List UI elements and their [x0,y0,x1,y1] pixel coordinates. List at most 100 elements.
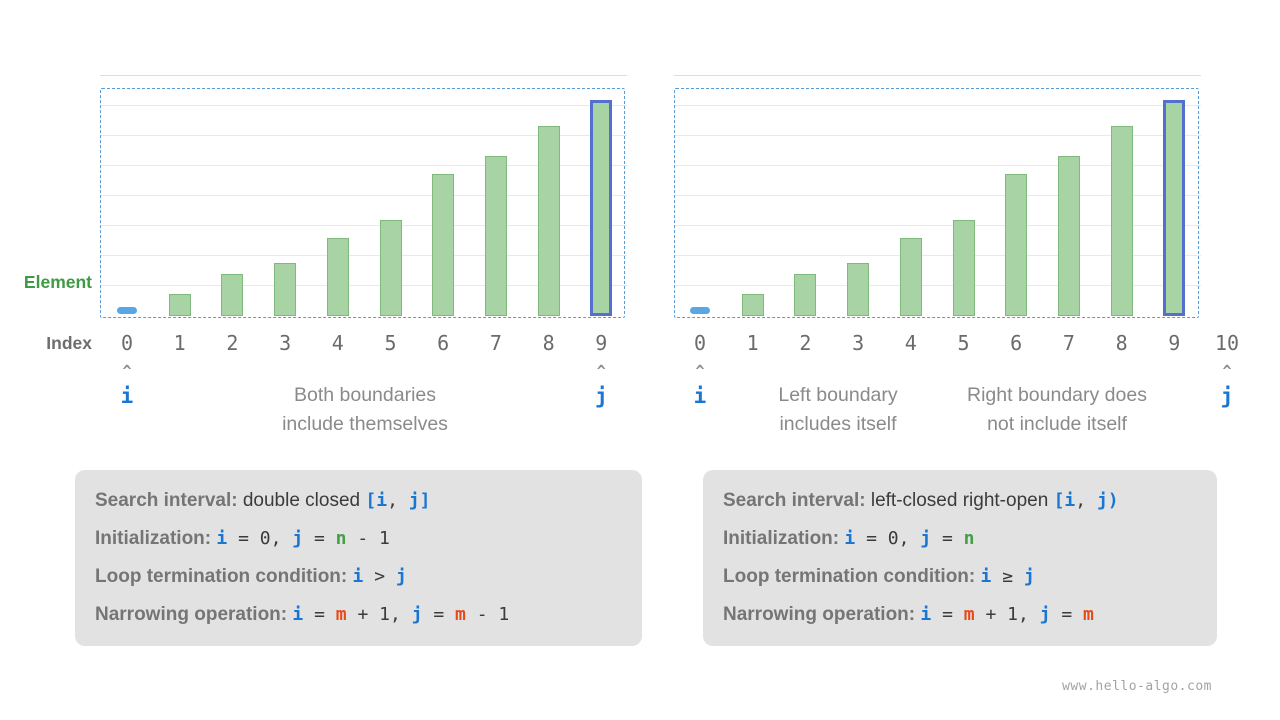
info-box-right: Search interval: left-closed right-open … [703,470,1217,646]
code-token: = [1050,604,1084,625]
code-token: j [408,490,420,511]
gridline [100,75,627,76]
code-token: ] [419,490,431,511]
code-token: m [455,604,466,625]
code-token: 1 [1007,604,1018,625]
code-token: i [216,528,228,549]
element-bar-mini [690,307,710,314]
element-bar-mini [117,307,137,314]
caret-icon: ^ [695,362,705,380]
element-bar [274,263,297,316]
code-token: j [395,566,407,587]
element-bar [221,274,244,316]
element-bar [484,156,507,316]
pointer-label-j: j [594,384,608,408]
element-bar [741,294,764,316]
caption: Left boundary includes itself [778,381,897,439]
code-line: Narrowing operation: i = m + 1, j = m [723,602,1197,628]
index-label: 6 [1010,331,1023,355]
code-token: , [898,528,921,549]
code-token: [ [365,490,377,511]
code-line: Loop termination condition: i > j [95,564,622,590]
code-line: Initialization: i = 0, j = n - 1 [95,526,622,552]
caption-line: Both boundaries [293,384,437,406]
code-token: = [931,604,964,625]
line-label: Loop termination condition: [723,566,981,587]
code-token: i [980,566,992,587]
element-bar [952,220,975,316]
code-token: + [974,604,1008,625]
element-bar [1110,126,1133,316]
gridline [100,285,627,286]
code-token: , [389,604,412,625]
code-token: i [844,528,856,549]
code-token: - [346,528,379,549]
index-label: 4 [331,331,344,355]
code-token: > [363,566,396,587]
caption: Right boundary does not include itself [967,381,1147,439]
index-label: 2 [799,331,812,355]
element-bar-highlighted [1163,100,1186,316]
line-label: Narrowing operation: [95,604,293,625]
code-token: j [411,604,423,625]
watermark: www.hello-algo.com [1062,679,1212,694]
gridline [674,255,1201,256]
index-label: 5 [384,331,397,355]
code-token: 1 [498,604,510,625]
index-label: 4 [904,331,917,355]
code-token: i [292,604,304,625]
index-label: 3 [279,331,292,355]
element-bar [847,263,870,316]
element-bar [326,238,349,316]
index-axis-label: Index [46,333,92,353]
caret-icon: ^ [1222,362,1232,380]
code-token: = [303,528,336,549]
caption: Both boundaries include themselves [282,381,448,439]
element-bar [1005,174,1028,316]
code-token: i [376,490,388,511]
gridline [674,285,1201,286]
index-label: 8 [542,331,555,355]
code-line: Loop termination condition: i ≥ j [723,564,1197,590]
info-box-left: Search interval: double closed [i, j] Ini… [75,470,642,646]
code-token: 1 [379,604,390,625]
code-token: j [1039,604,1051,625]
code-token: ≥ [991,566,1024,587]
code-line: Initialization: i = 0, j = n [723,526,1197,552]
element-bar-highlighted [590,100,613,316]
index-label: 0 [120,331,134,355]
caption-line: Right boundary does [967,384,1147,406]
code-token: 0 [887,528,899,549]
gridline [674,105,1201,106]
code-token: + [346,604,380,625]
index-label: 7 [489,331,502,355]
code-token: m [1083,604,1094,625]
line-label: Search interval: [95,490,243,511]
code-token: j [292,528,304,549]
caret-icon: ^ [122,362,132,380]
code-token: , [270,528,293,549]
code-token: = [855,528,888,549]
code-token: m [963,604,975,625]
gridline [674,165,1201,166]
code-token: 0 [259,528,271,549]
code-line: Search interval: double closed [i, j] [95,488,622,514]
index-label: 5 [957,331,970,355]
code-token: j [1096,490,1108,511]
caption-line: include themselves [282,413,448,435]
caption-line: Left boundary [778,384,898,406]
line-label: Initialization: [95,528,217,549]
index-label: 0 [693,331,707,355]
index-label: 1 [746,331,759,355]
code-token: = [227,528,260,549]
element-bar [379,220,402,316]
line-label: Search interval: [723,490,871,511]
element-axis-label: Element [23,272,92,292]
gridline [100,135,627,136]
gridline [674,195,1201,196]
gridline [100,255,627,256]
code-token: j [1023,566,1035,587]
